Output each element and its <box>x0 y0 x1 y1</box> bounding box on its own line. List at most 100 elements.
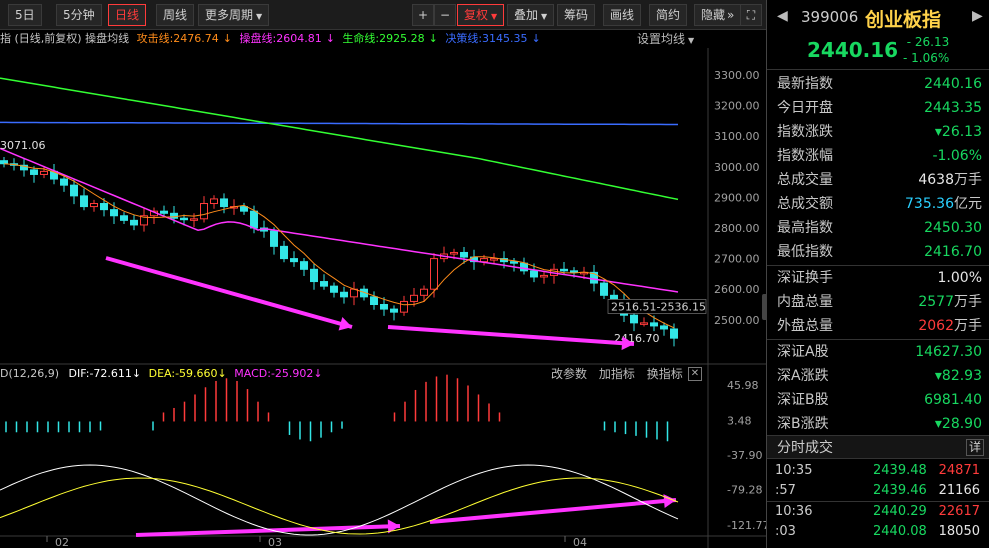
macd-close-button[interactable]: ✕ <box>688 367 702 381</box>
kline-chart[interactable]: 3300.00 3200.00 3100.00 3000.00 2900.00 2800.… <box>0 30 766 548</box>
candle <box>30 169 38 175</box>
period-weekly-button[interactable]: 周线 <box>156 4 195 26</box>
quote-label: 指数涨幅 <box>777 148 833 164</box>
macd-dea: DEA:-59.660 <box>148 367 218 380</box>
macd-axis-label: 45.98 <box>727 379 759 392</box>
macd-dea-line <box>0 477 679 535</box>
divider <box>767 339 989 340</box>
tick-time: 10:35 <box>775 463 813 478</box>
candle <box>170 212 178 219</box>
candle <box>210 198 218 205</box>
quote-value: ▾26.13 <box>935 120 982 144</box>
adjust-dropdown[interactable]: 复权 ▼ <box>457 4 505 26</box>
tick-volume: 24871 <box>938 463 980 478</box>
change-params-button[interactable]: 改参数 <box>551 367 588 381</box>
candle <box>190 218 198 221</box>
period-5day-button[interactable]: 5日 <box>8 4 42 26</box>
quote-value: 1.00% <box>938 266 982 290</box>
candle <box>300 261 308 270</box>
quote-unit: 万手 <box>954 294 982 310</box>
tick-row: 10:36 2440.29 22617 <box>767 502 989 522</box>
quote-number: 2443.35 <box>924 100 982 116</box>
ticks-title: 分时成交 <box>777 440 833 456</box>
quote-number: 14627.30 <box>915 344 982 360</box>
quote-unit: 亿元 <box>954 196 982 212</box>
ma-settings-dropdown[interactable]: 设置均线 ▼ <box>637 30 694 50</box>
candle <box>560 268 568 272</box>
quote-row: 最高指数 2450.30 <box>767 216 989 240</box>
candle <box>540 274 548 278</box>
quote-row: 最低指数 2416.70 <box>767 240 989 264</box>
candle <box>270 230 278 247</box>
quote-row: 深证B股 6981.40 <box>767 388 989 412</box>
chart-area[interactable]: 3300.00 3200.00 3100.00 3000.00 2900.00 2800.… <box>0 30 766 548</box>
quote-value: 735.36亿元 <box>905 192 982 216</box>
legend-attack-line: 攻击线:2476.74 <box>136 32 219 45</box>
prev-stock-icon[interactable]: ◀ <box>777 8 788 24</box>
ticks-detail-button[interactable]: 详 <box>965 439 984 456</box>
price-axis-label: 2500.00 <box>714 314 760 327</box>
double-chevron-right-icon: » <box>727 8 735 22</box>
zoom-in-button[interactable]: + <box>412 4 434 26</box>
arrow-down-icon: ↓ <box>222 32 232 45</box>
ma-settings-label: 设置均线 <box>637 32 686 46</box>
simple-mode-button[interactable]: 简约 <box>649 4 688 26</box>
arrow-down-icon: ↓ <box>428 32 438 45</box>
macd-value: MACD:-25.902 <box>234 367 314 380</box>
macd-dif: DIF:-72.611 <box>68 367 132 380</box>
caret-down-icon: ▼ <box>541 12 548 21</box>
zoom-out-button[interactable]: − <box>434 4 456 26</box>
panel-resize-handle[interactable] <box>762 294 768 320</box>
add-indicator-button[interactable]: 加指标 <box>598 367 635 381</box>
tick-volume: 21166 <box>938 483 980 498</box>
price-change: - 26.13 - 1.06% <box>903 34 949 66</box>
quote-label: 深A涨跌 <box>777 368 829 384</box>
hide-button[interactable]: 隐藏» <box>694 4 742 26</box>
x-axis-label: 03 <box>268 536 282 548</box>
macd-toolbar: 改参数 加指标 换指标 <box>551 365 691 383</box>
macd-dif-line <box>0 464 679 536</box>
quote-label: 今日开盘 <box>777 100 833 116</box>
x-axis-label: 04 <box>573 536 587 548</box>
candle <box>60 178 68 186</box>
period-5min-button[interactable]: 5分钟 <box>56 4 102 26</box>
quote-number: 4638 <box>918 172 954 188</box>
more-periods-dropdown[interactable]: 更多周期 ▼ <box>198 4 270 26</box>
quote-row: 深证换手 1.00% <box>767 266 989 290</box>
candle <box>120 215 128 221</box>
quote-label: 指数涨跌 <box>777 124 833 140</box>
fullscreen-button[interactable]: ⛶ <box>740 4 762 26</box>
quote-label: 总成交量 <box>777 172 833 188</box>
quote-number: 735.36 <box>905 196 954 212</box>
quote-row: 指数涨跌 ▾26.13 <box>767 120 989 144</box>
overlay-dropdown[interactable]: 叠加 ▼ <box>507 4 555 26</box>
quote-label: 深证B股 <box>777 392 829 408</box>
switch-indicator-button[interactable]: 换指标 <box>646 367 683 381</box>
quote-value: 2577万手 <box>918 290 982 314</box>
candle <box>220 198 228 208</box>
candle <box>140 215 148 226</box>
tick-row: :03 2440.08 18050 <box>767 522 989 542</box>
legend-life-line: 生命线:2925.28 <box>342 32 425 45</box>
fullscreen-icon: ⛶ <box>746 8 756 22</box>
candle <box>100 203 108 211</box>
operate-line <box>0 147 679 293</box>
draw-line-button[interactable]: 画线 <box>603 4 642 26</box>
quote-value: 2440.16 <box>924 72 982 96</box>
quote-label: 总成交额 <box>777 196 833 212</box>
quote-number: 6981.40 <box>924 392 982 408</box>
more-periods-label: 更多周期 <box>205 8 254 22</box>
stock-name: 创业板指 <box>865 9 942 31</box>
chips-button[interactable]: 筹码 <box>557 4 596 26</box>
quote-number: -1.06% <box>932 148 982 164</box>
life-line <box>0 77 679 201</box>
next-stock-icon[interactable]: ▶ <box>972 8 983 24</box>
candle <box>430 258 438 290</box>
legend-operate-line: 操盘线:2604.81 <box>239 32 322 45</box>
top-toolbar: 5日 5分钟 日线 周线 更多周期 ▼ + − 复权 ▼ 叠加 ▼ 筹码 画线 简约 … <box>0 0 766 30</box>
quote-row: 内盘总量 2577万手 <box>767 290 989 314</box>
quote-row: 总成交额 735.36亿元 <box>767 192 989 216</box>
candle <box>160 210 168 214</box>
period-daily-button[interactable]: 日线 <box>108 4 147 26</box>
